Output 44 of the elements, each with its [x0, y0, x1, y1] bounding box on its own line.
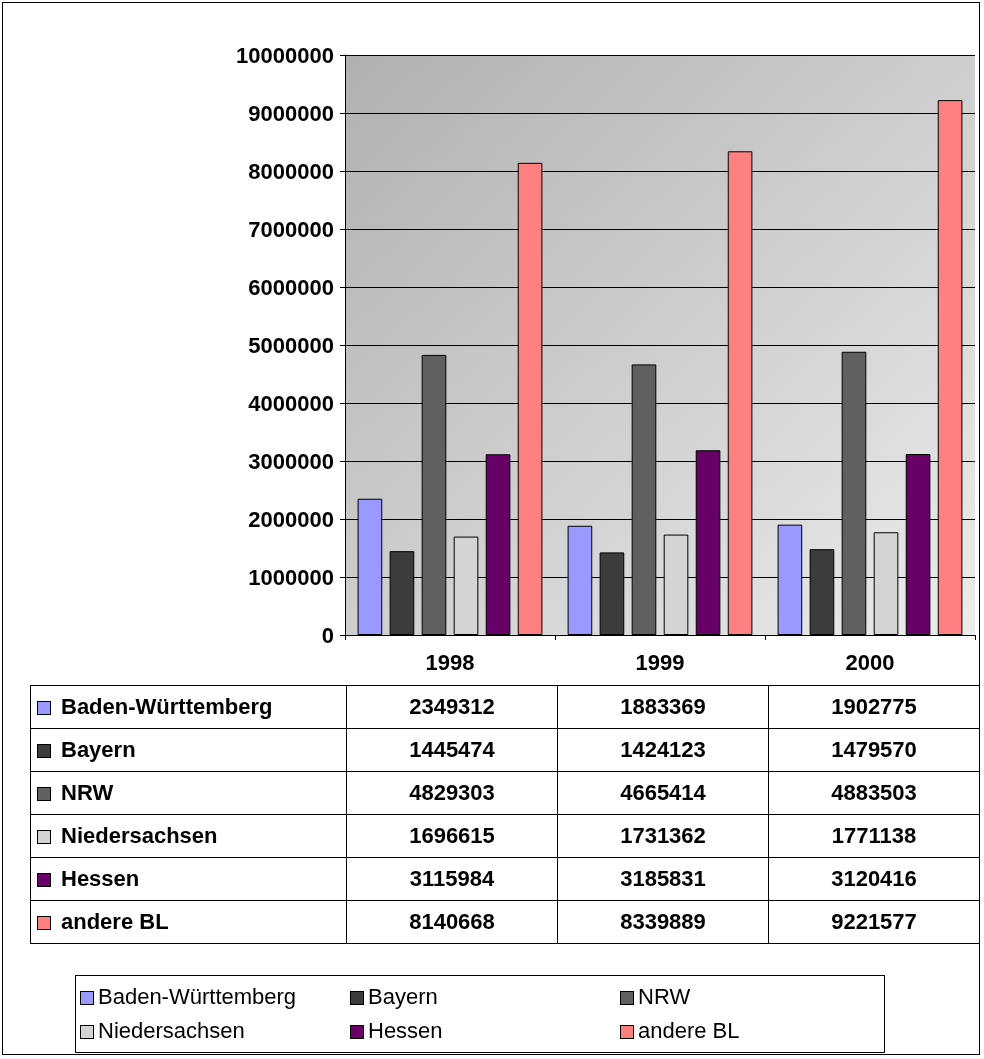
data-label: 4883503 — [768, 771, 980, 815]
legend-label: NRW — [30, 771, 347, 815]
x-tick-label: 1999 — [635, 649, 685, 675]
data-label: 1696615 — [346, 814, 558, 858]
y-tick-label: 8000000 — [248, 158, 334, 184]
y-tick-label: 3000000 — [248, 448, 334, 474]
y-tick-label: 6000000 — [248, 274, 334, 300]
y-tick-label: 2000000 — [248, 506, 334, 532]
data-label: 9221577 — [768, 900, 980, 944]
data-label: 1902775 — [768, 685, 980, 729]
text: Bayern — [368, 984, 438, 1009]
data-label: 2349312 — [346, 685, 558, 729]
x-tick-label: 2000 — [845, 649, 895, 675]
legend-label: Baden-Württemberg — [30, 685, 347, 729]
legend-label: Bayern — [30, 728, 347, 772]
y-tick-label: 7000000 — [248, 216, 334, 242]
data-label: 1445474 — [346, 728, 558, 772]
y-tick-label: 4000000 — [248, 390, 334, 416]
data-label: 4665414 — [557, 771, 769, 815]
data-label: 1771138 — [768, 814, 980, 858]
y-tick-label: 10000000 — [236, 42, 334, 68]
data-label: 3115984 — [346, 857, 558, 901]
text: Niedersachsen — [98, 1018, 245, 1043]
data-label: 4829303 — [346, 771, 558, 815]
legend-label: Hessen — [367, 1017, 444, 1045]
data-label: 8140668 — [346, 900, 558, 944]
data-label: 3120416 — [768, 857, 980, 901]
y-tick-label: 5000000 — [248, 332, 334, 358]
data-label: 1883369 — [557, 685, 769, 729]
y-tick-label: 1000000 — [248, 564, 334, 590]
legend-label: Niedersachsen — [30, 814, 347, 858]
text: NRW — [638, 984, 691, 1009]
data-label: 8339889 — [557, 900, 769, 944]
text: Hessen — [61, 866, 140, 891]
text: andere BL — [61, 909, 169, 934]
data-label: 1479570 — [768, 728, 980, 772]
y-tick-label: 9000000 — [248, 100, 334, 126]
data-label: 1424123 — [557, 728, 769, 772]
data-label: 1731362 — [557, 814, 769, 858]
legend-label: andere BL — [637, 1017, 741, 1045]
y-tick-label: 0 — [321, 622, 334, 648]
data-label: 3185831 — [557, 857, 769, 901]
text: Baden-Württemberg — [98, 984, 297, 1009]
x-tick-label: 1998 — [425, 649, 475, 675]
